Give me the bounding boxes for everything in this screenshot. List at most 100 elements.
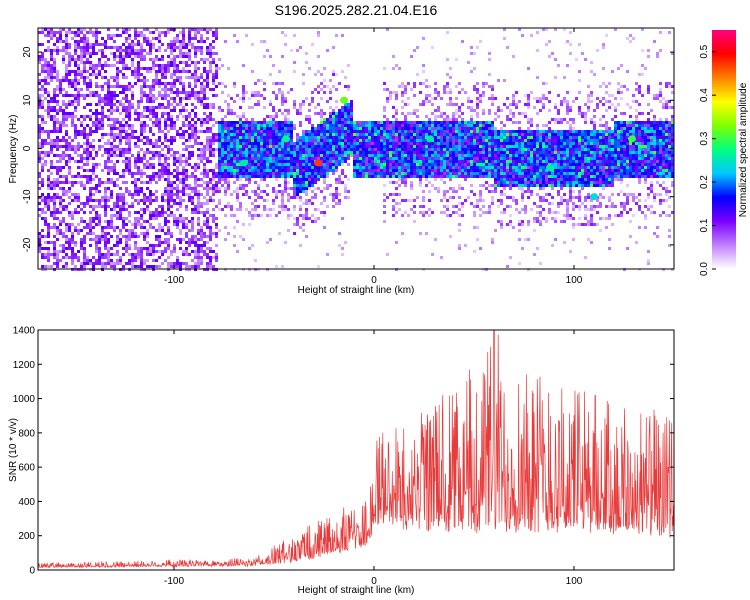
spectrogram-cell <box>128 55 131 58</box>
spectrogram-cell <box>338 199 341 202</box>
spectrogram-cell <box>413 94 416 97</box>
spectrogram-cell <box>170 262 173 265</box>
spectrogram-cell <box>446 151 449 154</box>
spectrogram-cell <box>71 58 74 61</box>
spectrogram-cell <box>176 64 179 67</box>
figure-title: S196.2025.282.21.04.E16 <box>275 2 438 18</box>
spectrogram-cell <box>92 94 95 97</box>
spectrogram-cell <box>38 175 41 178</box>
spectrogram-cell <box>347 85 350 88</box>
spectrogram-cell <box>248 148 251 151</box>
spectrogram-cell <box>215 181 218 184</box>
spectrogram-cell <box>260 145 263 148</box>
spectrogram-cell <box>323 199 326 202</box>
spectrogram-cell <box>188 238 191 241</box>
spectrogram-cell <box>404 88 407 91</box>
spectrogram-cell <box>218 169 221 172</box>
spectrogram-cell <box>278 142 281 145</box>
spectrogram-cell <box>299 190 302 193</box>
spectrogram-cell <box>77 28 80 31</box>
spectrogram-cell <box>251 172 254 175</box>
spectrogram-cell <box>95 43 98 46</box>
spectrogram-cell <box>272 106 275 109</box>
spectrogram-cell <box>224 136 227 139</box>
spectrogram-cell <box>410 133 413 136</box>
spectrogram-cell <box>77 199 80 202</box>
spectrogram-cell <box>86 226 89 229</box>
spectrogram-cell <box>83 46 86 49</box>
spectrogram-cell <box>422 37 425 40</box>
spectrogram-cell <box>236 196 239 199</box>
spectrogram-cell <box>116 109 119 112</box>
spectrogram-cell <box>101 67 104 70</box>
spectrogram-cell <box>50 100 53 103</box>
spectrogram-cell <box>269 172 272 175</box>
spectrogram-cell <box>344 127 347 130</box>
spectrogram-cell <box>140 160 143 163</box>
spectrogram-cell <box>437 133 440 136</box>
spectrogram-cell <box>161 214 164 217</box>
spectrogram-cell <box>56 238 59 241</box>
spectrogram-cell <box>344 175 347 178</box>
spectrogram-cell <box>134 70 137 73</box>
spectrogram-cell <box>392 142 395 145</box>
spectrogram-cell <box>395 202 398 205</box>
spectrogram-cell <box>431 154 434 157</box>
spectrogram-cell <box>122 55 125 58</box>
spectrogram-cell <box>128 34 131 37</box>
spectrogram-cell <box>314 88 317 91</box>
spectrogram-cell <box>461 112 464 115</box>
spectrogram-cell <box>149 43 152 46</box>
spectrogram-cell <box>59 127 62 130</box>
spectrogram-cell <box>149 94 152 97</box>
spectrogram-cell <box>353 160 356 163</box>
spectrogram-cell <box>248 151 251 154</box>
spectrogram-cell <box>47 34 50 37</box>
spectrogram-cell <box>236 133 239 136</box>
spectrogram-cell <box>446 172 449 175</box>
spectrogram-cell <box>335 169 338 172</box>
spectrogram-cell <box>44 139 47 142</box>
spectrogram-cell <box>212 79 215 82</box>
spectrogram-cell <box>254 91 257 94</box>
spectrogram-cell <box>446 169 449 172</box>
spectrogram-cell <box>341 154 344 157</box>
spectrogram-cell <box>302 154 305 157</box>
spectrogram-cell <box>305 208 308 211</box>
spectrogram-cell <box>59 28 62 31</box>
spectrogram-cell <box>101 145 104 148</box>
spectrogram-cell <box>83 133 86 136</box>
spectrogram-cell <box>143 211 146 214</box>
spectrogram-cell <box>77 229 80 232</box>
spectrogram-cell <box>437 148 440 151</box>
spectrogram-cell <box>110 136 113 139</box>
spectrogram-cell <box>197 130 200 133</box>
spectrogram-cell <box>215 28 218 31</box>
spectrogram-cell <box>104 43 107 46</box>
spectrogram-cell <box>92 52 95 55</box>
spectrogram-cell <box>320 169 323 172</box>
spectrogram-cell <box>95 103 98 106</box>
spectrogram-cell <box>290 136 293 139</box>
spectrogram-cell <box>266 127 269 130</box>
spectrogram-cell <box>449 139 452 142</box>
spectrogram-cell <box>449 157 452 160</box>
spectrogram-cell <box>194 106 197 109</box>
spectrogram-cell <box>179 55 182 58</box>
spectrogram-cell <box>278 205 281 208</box>
spectrogram-cell <box>137 154 140 157</box>
spectrogram-cell <box>194 67 197 70</box>
spectrogram-cell <box>203 244 206 247</box>
spectrogram-cell <box>113 76 116 79</box>
spectrogram-cell <box>140 34 143 37</box>
spectrogram-cell <box>209 226 212 229</box>
spectrogram-cell <box>389 148 392 151</box>
spectrogram-cell <box>362 145 365 148</box>
spectrogram-cell <box>386 154 389 157</box>
spectrogram-cell <box>113 91 116 94</box>
spectrogram-cell <box>419 142 422 145</box>
spectrogram-cell <box>311 196 314 199</box>
spectrogram-cell <box>284 172 287 175</box>
spectrogram-cell <box>110 142 113 145</box>
spectrogram-cell <box>50 64 53 67</box>
